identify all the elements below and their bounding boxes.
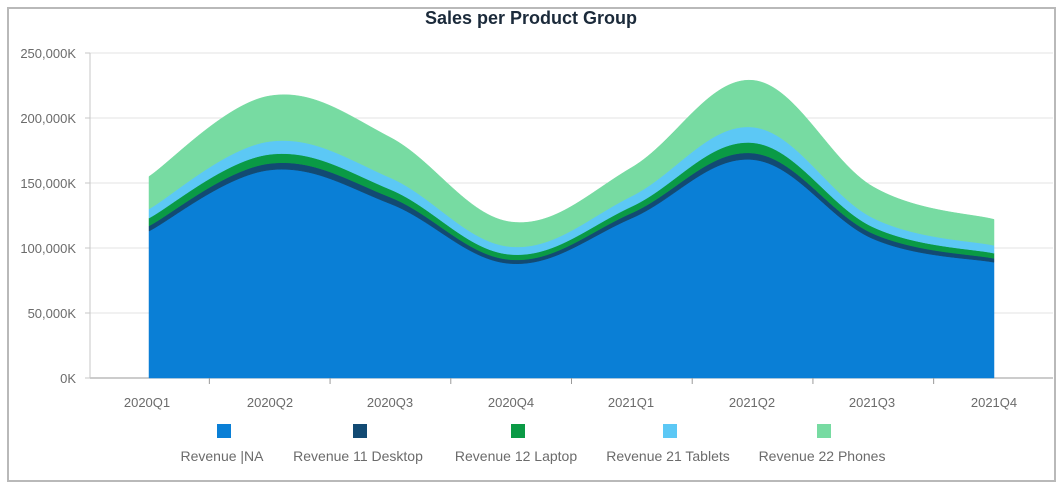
legend-swatch xyxy=(511,424,525,438)
x-tick-label: 2021Q3 xyxy=(849,395,895,410)
legend-item-revenue-22-phones[interactable]: Revenue 22 Phones xyxy=(759,424,886,464)
y-tick-label: 150,000K xyxy=(20,176,76,191)
x-tick-label: 2020Q2 xyxy=(247,395,293,410)
chart-title: Sales per Product Group xyxy=(424,8,638,28)
x-tick-label: 2021Q2 xyxy=(729,395,775,410)
x-tick-label: 2020Q3 xyxy=(367,395,413,410)
legend-item-revenue-11-desktop[interactable]: Revenue 11 Desktop xyxy=(293,424,423,464)
area-series-revenue-22-phones[interactable] xyxy=(148,80,995,248)
legend-swatch xyxy=(663,424,677,438)
x-tick-label: 2021Q4 xyxy=(971,395,1017,410)
y-tick-label: 100,000K xyxy=(20,241,76,256)
legend-label: Revenue 21 Tablets xyxy=(606,448,730,464)
legend-item-revenue-12-laptop[interactable]: Revenue 12 Laptop xyxy=(455,424,577,464)
x-tick-label: 2020Q4 xyxy=(488,395,534,410)
y-tick-label: 200,000K xyxy=(20,111,76,126)
y-tick-label: 250,000K xyxy=(20,46,76,61)
legend-label: Revenue 12 Laptop xyxy=(455,448,577,464)
y-tick-label: 50,000K xyxy=(28,306,77,321)
legend-item-revenue-21-tablets[interactable]: Revenue 21 Tablets xyxy=(606,424,730,464)
x-tick-label: 2021Q1 xyxy=(608,395,654,410)
legend-item-revenue-na[interactable]: Revenue |NA xyxy=(180,424,264,464)
legend-label: Revenue 22 Phones xyxy=(759,448,886,464)
legend-swatch xyxy=(817,424,831,438)
legend-swatch xyxy=(217,424,231,438)
legend-label: Revenue |NA xyxy=(180,448,264,464)
legend-swatch xyxy=(353,424,367,438)
legend-label: Revenue 11 Desktop xyxy=(293,448,423,464)
x-tick-label: 2020Q1 xyxy=(124,395,170,410)
y-tick-label: 0K xyxy=(60,371,76,386)
